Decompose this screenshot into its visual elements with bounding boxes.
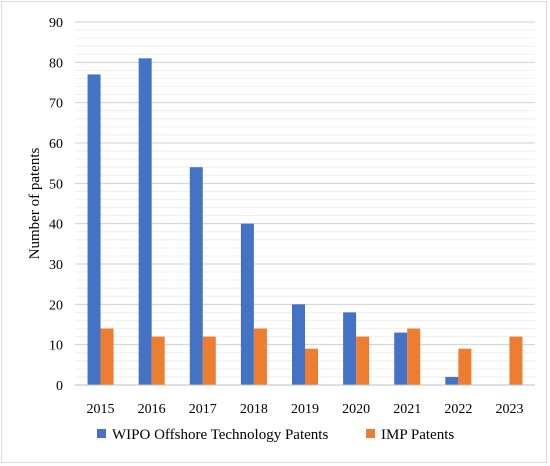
- bar-imp-2023: [509, 336, 523, 385]
- y-tick-label: 50: [49, 177, 63, 192]
- y-tick-labels: 0 10 20 30 40 50 60 70 80 90: [49, 16, 63, 394]
- bar-imp-2018: [253, 328, 267, 385]
- bar-imp-2021: [407, 328, 421, 385]
- y-tick-label: 80: [49, 56, 63, 71]
- x-tick-label: 2016: [138, 402, 166, 417]
- x-tick-label: 2020: [342, 402, 370, 417]
- legend-label: WIPO Offshore Technology Patents: [112, 427, 328, 443]
- y-tick-label: 20: [49, 298, 63, 313]
- y-tick-label: 0: [56, 379, 63, 394]
- x-tick-label: 2019: [291, 402, 319, 417]
- bar-wipo-2019: [292, 304, 305, 385]
- bar-wipo-2016: [138, 58, 152, 386]
- bar-wipo-2018: [240, 223, 254, 385]
- x-tick-label: 2021: [393, 402, 421, 417]
- bar-wipo-2021: [394, 332, 408, 385]
- y-tick-label: 60: [49, 137, 63, 152]
- bar-wipo-2020: [343, 312, 357, 385]
- x-tick-label: 2015: [87, 402, 115, 417]
- bar-imp-2017: [202, 336, 216, 385]
- bar-imp-2015: [100, 328, 114, 385]
- x-tick-label: 2022: [444, 402, 472, 417]
- bar-imp-2020: [356, 336, 370, 385]
- bar-wipo-2015: [87, 74, 101, 385]
- y-axis-title: Number of patents: [27, 148, 43, 260]
- y-tick-label: 70: [49, 97, 63, 112]
- legend-label: IMP Patents: [381, 427, 454, 443]
- legend-swatch: [97, 429, 106, 438]
- x-tick-labels: 2015 2016 2017 2018 2019 2020 2021 2022 2023: [87, 402, 524, 417]
- bar-imp-2016: [151, 336, 165, 385]
- y-tick-label: 90: [49, 16, 63, 31]
- y-tick-label: 30: [49, 258, 63, 273]
- bar-imp-2019: [305, 348, 318, 385]
- x-tick-label: 2018: [240, 402, 268, 417]
- y-tick-label: 40: [49, 218, 63, 233]
- bars: [87, 58, 523, 386]
- x-tick-label: 2017: [189, 402, 217, 417]
- bar-imp-2022: [458, 348, 472, 385]
- bar-wipo-2017: [189, 167, 203, 385]
- y-tick-label: 10: [49, 339, 63, 354]
- legend: WIPO Offshore Technology Patents IMP Pate…: [97, 427, 454, 443]
- legend-swatch: [366, 429, 375, 438]
- x-tick-label: 2023: [495, 402, 523, 417]
- bar-wipo-2022: [445, 376, 459, 385]
